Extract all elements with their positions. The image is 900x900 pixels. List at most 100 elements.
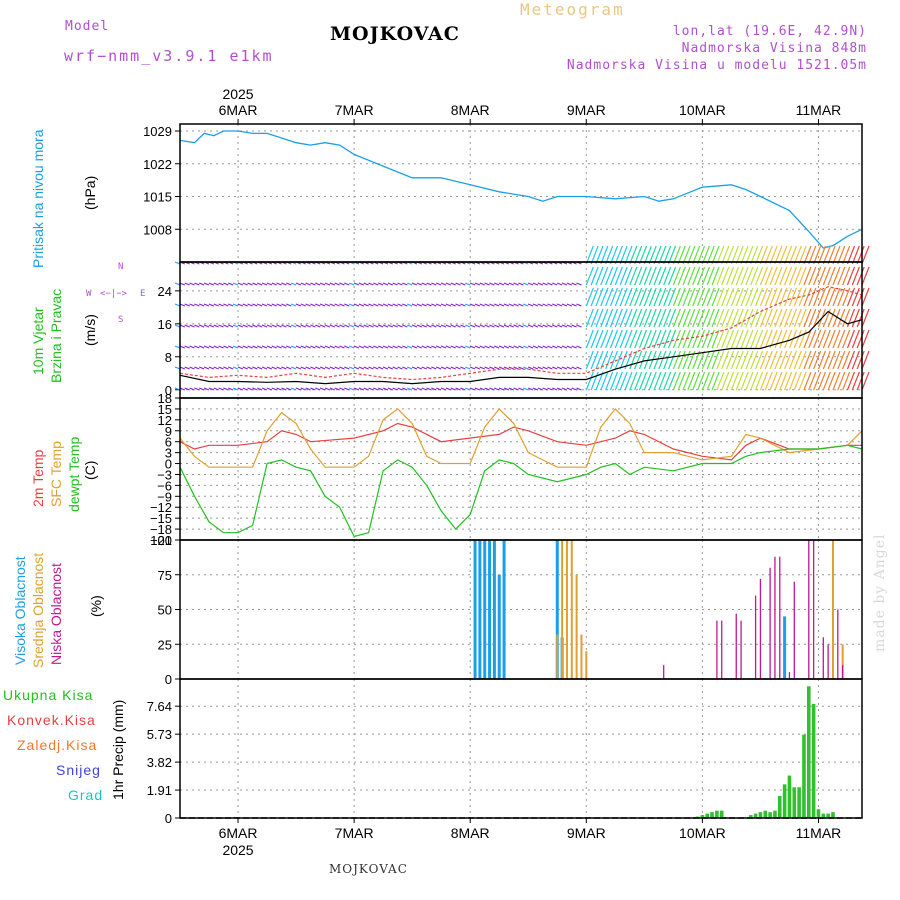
wind-barb bbox=[373, 282, 379, 286]
wind-barb bbox=[774, 266, 783, 286]
wind-barb bbox=[194, 366, 200, 370]
wind-barb bbox=[784, 287, 793, 307]
wind-barb bbox=[846, 329, 856, 349]
wind-barb bbox=[851, 308, 860, 328]
wind-barb bbox=[402, 387, 408, 391]
y-tick-label: 5.73 bbox=[147, 727, 172, 742]
wind-barb bbox=[595, 308, 604, 328]
wind-barb bbox=[638, 245, 648, 265]
wind-barb bbox=[716, 287, 725, 307]
wind-speed-series-line bbox=[179, 310, 863, 385]
wind-barb bbox=[208, 324, 215, 328]
wind-barb bbox=[310, 324, 316, 328]
wind-barb bbox=[701, 308, 710, 328]
wind-barb bbox=[624, 287, 633, 307]
wind-barb bbox=[851, 245, 860, 265]
wind-barb bbox=[696, 266, 706, 286]
wind-barb bbox=[450, 366, 456, 370]
y-tick-label: 100 bbox=[150, 533, 172, 548]
precip-bar bbox=[816, 809, 821, 818]
wind-barb bbox=[740, 371, 749, 391]
wind-barb bbox=[735, 287, 744, 307]
wind-barb bbox=[227, 345, 234, 349]
temp2m-series-line bbox=[179, 422, 862, 461]
wind-barb bbox=[663, 245, 672, 265]
wind-barb bbox=[203, 282, 210, 286]
wind-barb bbox=[788, 266, 798, 286]
wind-barb bbox=[440, 387, 447, 391]
wind-barb bbox=[247, 366, 253, 370]
cloud-unit: (%) bbox=[88, 595, 104, 617]
wind-barb bbox=[634, 308, 643, 328]
mid-cloud-bar bbox=[570, 540, 573, 679]
wind-barb bbox=[479, 303, 485, 307]
wind-barb bbox=[643, 287, 652, 307]
wind-barb bbox=[450, 345, 456, 349]
wind-barb bbox=[445, 282, 452, 286]
wind-barb bbox=[629, 308, 638, 328]
wind-barb bbox=[252, 366, 258, 370]
wind-barb bbox=[808, 371, 817, 391]
wind-barb bbox=[663, 329, 672, 349]
wind-barb bbox=[261, 324, 268, 328]
y-tick-label: 1015 bbox=[143, 190, 172, 205]
wind-barb bbox=[237, 324, 244, 328]
wind-barb bbox=[590, 350, 599, 370]
wind-barb bbox=[281, 303, 287, 307]
wind-barb bbox=[397, 324, 403, 328]
wind-barb bbox=[290, 345, 297, 349]
wind-barb bbox=[750, 287, 759, 307]
wind-barb bbox=[624, 308, 633, 328]
wind-barb bbox=[484, 324, 490, 328]
wind-barb bbox=[585, 266, 594, 286]
wind-barb bbox=[315, 303, 321, 307]
wind-barb bbox=[218, 282, 224, 286]
wind-barb bbox=[498, 303, 505, 307]
wind-barb bbox=[827, 350, 836, 370]
wind-barb bbox=[677, 308, 686, 328]
wind-barb bbox=[624, 266, 633, 286]
wind-barb bbox=[203, 387, 210, 391]
y-tick-label: 50 bbox=[158, 603, 172, 618]
wind-barb bbox=[406, 387, 413, 391]
year-label-top: 2025 bbox=[222, 86, 253, 102]
precip-bar bbox=[753, 813, 758, 818]
wind-barb bbox=[426, 282, 432, 286]
wind-barb bbox=[377, 345, 384, 349]
wind-barb bbox=[290, 282, 297, 286]
wind-barb bbox=[523, 282, 529, 286]
compass-south: S bbox=[118, 315, 124, 325]
wind-barb bbox=[619, 371, 628, 391]
wind-barb bbox=[556, 345, 563, 349]
precip-bar bbox=[821, 813, 826, 818]
wind-barb bbox=[692, 350, 701, 370]
wind-barb bbox=[198, 387, 205, 391]
wind-barb bbox=[609, 287, 619, 307]
precip-bar bbox=[797, 787, 801, 818]
wind-barb bbox=[542, 345, 548, 349]
wind-barb bbox=[411, 303, 418, 307]
wind-barb bbox=[595, 350, 604, 370]
high-cloud-bar bbox=[488, 540, 492, 679]
wind-barb bbox=[851, 329, 860, 349]
wind-barb bbox=[271, 366, 277, 370]
wind-barb bbox=[745, 245, 754, 265]
wind-barb bbox=[721, 329, 730, 349]
wind-barb bbox=[692, 245, 701, 265]
wind-barb bbox=[696, 245, 706, 265]
wind-barb bbox=[556, 366, 563, 370]
wind-barb bbox=[706, 350, 715, 370]
wind-barb bbox=[605, 266, 614, 286]
wind-barb bbox=[537, 387, 543, 391]
wind-barb bbox=[861, 350, 870, 370]
wind-barb bbox=[339, 387, 345, 391]
y-tick-label: −3 bbox=[157, 467, 172, 482]
wind-barb bbox=[416, 303, 423, 307]
wind-barb bbox=[324, 282, 331, 286]
wind-barb bbox=[290, 303, 297, 307]
high-cloud-bar bbox=[483, 540, 487, 679]
wind-barb bbox=[547, 345, 553, 349]
wind-barb bbox=[329, 303, 336, 307]
wind-barb bbox=[227, 366, 234, 370]
wind-barb bbox=[667, 308, 677, 328]
